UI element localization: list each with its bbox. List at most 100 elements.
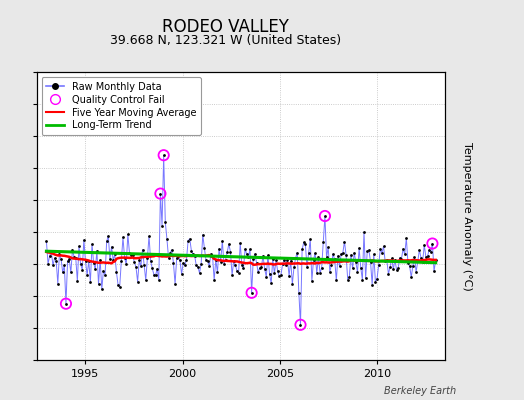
- Point: [264, 252, 272, 258]
- Point: [378, 250, 386, 256]
- Point: [379, 243, 388, 250]
- Point: [277, 272, 285, 278]
- Point: [94, 281, 103, 288]
- Point: [300, 239, 308, 246]
- Point: [316, 270, 324, 276]
- Point: [171, 281, 179, 287]
- Point: [308, 278, 316, 284]
- Point: [381, 258, 389, 265]
- Point: [106, 256, 114, 263]
- Point: [247, 290, 256, 296]
- Point: [430, 268, 438, 274]
- Point: [363, 248, 372, 254]
- Point: [254, 269, 263, 276]
- Point: [428, 240, 436, 247]
- Point: [267, 280, 276, 286]
- Point: [231, 262, 239, 268]
- Point: [145, 233, 153, 239]
- Point: [355, 245, 363, 252]
- Point: [253, 260, 261, 266]
- Point: [140, 262, 148, 268]
- Point: [125, 250, 134, 256]
- Point: [353, 269, 362, 275]
- Point: [413, 258, 422, 264]
- Point: [107, 244, 116, 250]
- Point: [233, 268, 241, 274]
- Point: [150, 271, 158, 278]
- Point: [348, 265, 357, 272]
- Point: [394, 264, 402, 271]
- Point: [314, 254, 323, 260]
- Point: [339, 250, 347, 256]
- Point: [158, 222, 166, 229]
- Point: [197, 261, 205, 267]
- Point: [396, 254, 404, 261]
- Point: [340, 238, 348, 245]
- Point: [146, 258, 155, 264]
- Point: [115, 284, 124, 290]
- Point: [365, 247, 373, 253]
- Point: [319, 238, 328, 245]
- Point: [236, 240, 244, 246]
- Point: [342, 252, 350, 258]
- Point: [93, 248, 101, 254]
- Point: [220, 260, 228, 267]
- Point: [356, 264, 365, 271]
- Point: [303, 264, 311, 270]
- Point: [181, 262, 189, 268]
- Point: [291, 255, 300, 261]
- Point: [427, 249, 435, 255]
- Point: [399, 246, 407, 252]
- Point: [122, 261, 130, 268]
- Point: [270, 270, 279, 277]
- Point: [73, 278, 82, 284]
- Point: [241, 246, 249, 252]
- Point: [205, 263, 213, 270]
- Point: [68, 247, 77, 253]
- Point: [324, 244, 332, 250]
- Point: [174, 252, 182, 259]
- Point: [81, 258, 90, 264]
- Point: [143, 254, 151, 261]
- Point: [169, 260, 178, 266]
- Point: [117, 258, 126, 264]
- Point: [53, 280, 62, 287]
- Point: [322, 254, 331, 261]
- Point: [209, 253, 217, 260]
- Point: [206, 251, 215, 257]
- Point: [84, 258, 93, 264]
- Point: [410, 254, 419, 260]
- Point: [366, 258, 375, 265]
- Point: [103, 238, 111, 244]
- Point: [151, 272, 160, 279]
- Point: [62, 300, 70, 307]
- Point: [104, 233, 113, 239]
- Point: [404, 260, 412, 266]
- Point: [101, 272, 109, 278]
- Point: [225, 241, 233, 248]
- Point: [50, 255, 59, 262]
- Point: [259, 253, 267, 259]
- Point: [331, 256, 339, 263]
- Point: [386, 264, 394, 270]
- Point: [431, 257, 440, 263]
- Point: [243, 251, 251, 257]
- Point: [72, 254, 80, 261]
- Point: [194, 264, 202, 270]
- Point: [244, 254, 253, 260]
- Point: [121, 254, 129, 261]
- Point: [246, 246, 254, 252]
- Point: [332, 277, 341, 284]
- Point: [335, 263, 344, 270]
- Text: 39.668 N, 123.321 W (United States): 39.668 N, 123.321 W (United States): [110, 34, 341, 47]
- Point: [55, 250, 63, 257]
- Point: [119, 234, 127, 241]
- Point: [190, 252, 199, 259]
- Point: [141, 277, 150, 284]
- Point: [313, 270, 321, 276]
- Point: [187, 247, 195, 254]
- Point: [362, 275, 370, 282]
- Point: [192, 262, 201, 268]
- Point: [83, 272, 91, 278]
- Legend: Raw Monthly Data, Quality Control Fail, Five Year Moving Average, Long-Term Tren: Raw Monthly Data, Quality Control Fail, …: [41, 77, 201, 135]
